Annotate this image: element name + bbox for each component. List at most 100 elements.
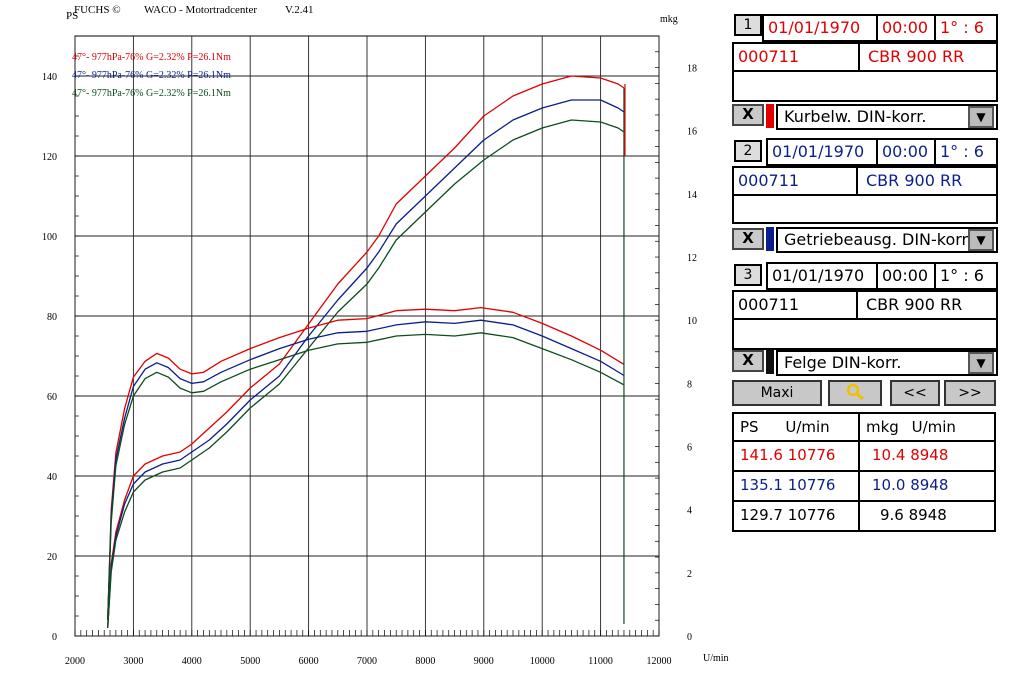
- y-tick-label: 140: [42, 72, 57, 83]
- x-tick-label: 4000: [182, 656, 202, 667]
- y2-tick-label: 4: [687, 506, 692, 517]
- x-tick-label: 2000: [65, 656, 85, 667]
- run-2-correction-select[interactable]: Getriebeausg. DIN-korr.: [776, 227, 998, 253]
- run-1-close-button[interactable]: X: [732, 104, 764, 126]
- header-mkg: mkg: [866, 418, 899, 436]
- y-tick-label: 0: [52, 632, 57, 643]
- results-header-torque: mkg U/min: [858, 412, 996, 442]
- x-tick-label: 11000: [588, 656, 613, 667]
- run-3-color-swatch: [766, 350, 774, 374]
- y-tick-label: 100: [42, 232, 57, 243]
- results-row-3-power: 129.7 10776: [732, 500, 860, 532]
- dyno-chart: 2000 3000 4000 5000 6000 7000 8000 9000 10000 110…: [42, 35, 697, 667]
- run-2-model: CBR 900 RR: [856, 166, 998, 196]
- y2-tick-label: 16: [687, 127, 697, 138]
- run-2-close-button[interactable]: X: [732, 228, 764, 250]
- mkg-value: 10.0: [872, 476, 906, 494]
- rpm-value: 10776: [787, 476, 836, 494]
- run-1-time: 00:00: [876, 14, 936, 42]
- run-1-model: CBR 900 RR: [858, 42, 998, 72]
- ps-value: 135.1: [740, 476, 783, 494]
- results-row-2-torque: 10.0 8948: [858, 470, 996, 502]
- chevron-down-icon[interactable]: ▼: [968, 229, 994, 251]
- chevron-down-icon[interactable]: ▼: [968, 352, 994, 374]
- series-line-ps-2: [107, 99, 625, 629]
- series-line-mkg-1: [107, 306, 625, 621]
- maxi-button[interactable]: Maxi: [732, 380, 822, 406]
- run-3-correction-select[interactable]: Felge DIN-korr.: [776, 350, 998, 376]
- series-line-mkg-3: [107, 332, 625, 621]
- rpm-value: 8948: [908, 506, 947, 524]
- rpm-axis-unit: U/min: [703, 653, 729, 664]
- y2-tick-label: 12: [687, 253, 697, 264]
- run-2-date: 01/01/1970: [766, 138, 878, 166]
- company-label: WACO - Motortradcenter: [144, 4, 258, 16]
- chart-ticks: [74, 35, 660, 637]
- results-row-1-power: 141.6 10776: [732, 440, 860, 472]
- run-1-gear: 1° : 6: [934, 14, 998, 42]
- mkg-value: 9.6: [880, 506, 904, 524]
- x-tick-label: 9000: [474, 656, 494, 667]
- y-tick-label: 60: [47, 392, 57, 403]
- header-ps: PS: [740, 418, 759, 436]
- chevron-down-icon[interactable]: ▼: [968, 106, 994, 128]
- y2-tick-label: 14: [687, 190, 697, 201]
- rpm-value: 10776: [787, 446, 836, 464]
- magnifier-icon: [846, 383, 864, 401]
- rpm-value: 10776: [787, 506, 836, 524]
- zoom-button[interactable]: [828, 380, 882, 406]
- x-tick-label: 7000: [357, 656, 377, 667]
- results-row-1-torque: 10.4 8948: [858, 440, 996, 472]
- next-button[interactable]: >>: [944, 380, 996, 406]
- previous-button[interactable]: <<: [890, 380, 940, 406]
- run-3-correction-label: Felge DIN-korr.: [784, 353, 902, 372]
- mkg-value: 10.4: [872, 446, 906, 464]
- series-line-mkg-2: [107, 319, 625, 621]
- x-tick-label: 6000: [299, 656, 319, 667]
- run-3-number[interactable]: 3: [734, 264, 762, 286]
- runs-panel: 1 01/01/1970 00:00 1° : 6 000711 CBR 900…: [730, 8, 1002, 662]
- y-tick-label: 80: [47, 312, 57, 323]
- header-rpm: U/min: [785, 418, 830, 436]
- results-row-3-torque: 9.6 8948: [858, 500, 996, 532]
- run-2-number[interactable]: 2: [734, 140, 762, 162]
- run-1-correction-select[interactable]: Kurbelw. DIN-korr.: [776, 104, 998, 130]
- mkg-axis-unit: mkg: [660, 14, 678, 25]
- results-header-power: PS U/min: [732, 412, 860, 442]
- x-tick-label: 5000: [240, 656, 260, 667]
- results-table: PS U/min mkg U/min 141.6 10776 10.4 8948…: [732, 412, 996, 532]
- run-2-correction-label: Getriebeausg. DIN-korr.: [784, 230, 972, 249]
- y-tick-label: 20: [47, 552, 57, 563]
- ps-value: 129.7: [740, 506, 783, 524]
- results-row-2-power: 135.1 10776: [732, 470, 860, 502]
- ps-value: 141.6: [740, 446, 783, 464]
- rpm-value: 8948: [910, 446, 949, 464]
- run-3-gear: 1° : 6: [934, 262, 998, 290]
- x-tick-label: 8000: [415, 656, 435, 667]
- y2-tick-label: 18: [687, 64, 697, 75]
- run-3-model: CBR 900 RR: [856, 290, 998, 320]
- run-1-id: 000711: [732, 42, 860, 72]
- run-1-color-swatch: [766, 104, 774, 128]
- run-1-number[interactable]: 1: [734, 14, 762, 36]
- run-2-color-swatch: [766, 227, 774, 251]
- series-line-ps-3: [107, 119, 625, 629]
- legend-entry-blue: 47°- 977hPa-76% G=2.32% P=26.1Nm: [72, 70, 231, 81]
- x-tick-label: 12000: [647, 656, 672, 667]
- run-1-date: 01/01/1970: [762, 14, 878, 42]
- run-2-id: 000711: [732, 166, 858, 196]
- run-3-date: 01/01/1970: [766, 262, 878, 290]
- x-tick-label: 10000: [530, 656, 555, 667]
- run-2-notes: [732, 194, 998, 224]
- run-3-close-button[interactable]: X: [732, 350, 764, 372]
- y-tick-label: 120: [42, 152, 57, 163]
- y2-tick-label: 10: [687, 316, 697, 327]
- run-3-id: 000711: [732, 290, 858, 320]
- chart-series: [107, 75, 626, 629]
- y-tick-label: 40: [47, 472, 57, 483]
- run-3-notes: [732, 318, 998, 350]
- run-1-notes: [732, 70, 998, 102]
- y2-tick-label: 6: [687, 443, 692, 454]
- x-tick-label: 3000: [123, 656, 143, 667]
